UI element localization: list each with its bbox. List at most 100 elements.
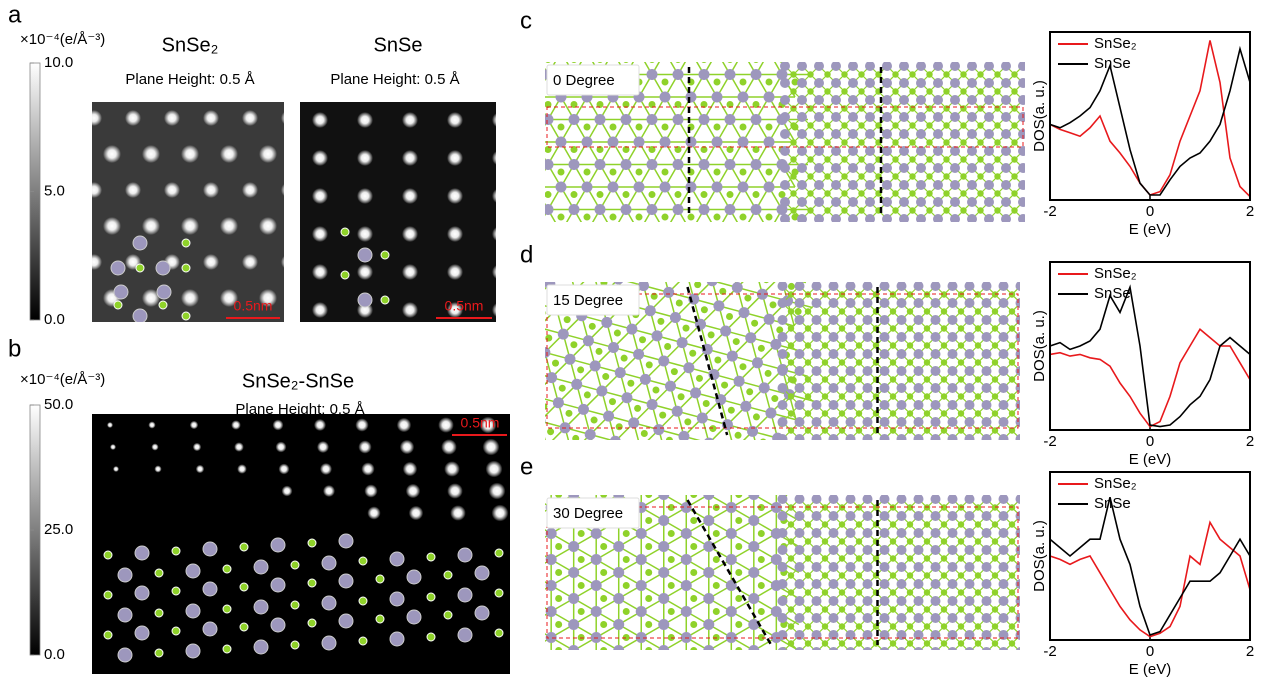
sn-atom bbox=[814, 61, 824, 71]
sn-atom bbox=[634, 182, 645, 193]
bond bbox=[731, 650, 754, 663]
se-atom bbox=[790, 122, 796, 128]
se-atom bbox=[824, 207, 830, 213]
sn-atom bbox=[764, 314, 775, 325]
se-atom bbox=[1026, 657, 1032, 663]
sn-atom bbox=[738, 91, 749, 102]
se-atom bbox=[890, 308, 896, 314]
sn-atom bbox=[814, 129, 824, 139]
se-atom bbox=[578, 608, 585, 615]
se-atom bbox=[975, 572, 981, 578]
bond bbox=[817, 652, 834, 669]
bond bbox=[987, 652, 1004, 669]
density-peak bbox=[492, 264, 508, 280]
bond bbox=[885, 652, 902, 669]
se-atom bbox=[766, 464, 773, 471]
sn-atom bbox=[950, 214, 960, 224]
sn-atom bbox=[568, 567, 579, 578]
sn-atom bbox=[795, 281, 805, 291]
colorbar-tick-label: 10.0 bbox=[44, 54, 73, 71]
se-atom bbox=[807, 190, 813, 196]
se-atom bbox=[740, 169, 747, 176]
se-atom bbox=[552, 360, 559, 367]
sn-atom bbox=[863, 434, 873, 444]
sn-atom bbox=[999, 511, 1009, 521]
sn-atom bbox=[339, 614, 353, 628]
sn-atom bbox=[914, 596, 924, 606]
sn-atom bbox=[984, 95, 994, 105]
x-axis-label: E (eV) bbox=[1129, 221, 1172, 238]
se-atom bbox=[856, 308, 862, 314]
sn-atom bbox=[914, 647, 924, 657]
bond bbox=[1023, 185, 1040, 202]
se-atom bbox=[600, 647, 607, 654]
sn-atom bbox=[982, 281, 992, 291]
se-atom bbox=[909, 71, 915, 77]
dos-line bbox=[1050, 497, 1250, 635]
density-peak bbox=[279, 464, 290, 475]
se-atom bbox=[223, 565, 231, 573]
density-peak bbox=[151, 443, 158, 450]
sn-atom bbox=[157, 285, 171, 299]
bond bbox=[776, 663, 799, 676]
sn-atom bbox=[558, 329, 569, 340]
sn-atom bbox=[795, 434, 805, 444]
se-atom bbox=[788, 555, 794, 561]
density-peak bbox=[154, 465, 161, 472]
sn-atom bbox=[797, 129, 807, 139]
sn-atom bbox=[712, 46, 723, 57]
sn-atom bbox=[880, 596, 890, 606]
se-atom bbox=[839, 589, 845, 595]
se-atom bbox=[555, 595, 562, 602]
map-title: SnSe₂ bbox=[162, 34, 219, 56]
se-atom bbox=[890, 538, 896, 544]
se-atom bbox=[924, 410, 930, 416]
se-atom bbox=[763, 276, 770, 283]
sn-atom bbox=[703, 489, 714, 500]
se-atom bbox=[779, 191, 786, 198]
se-atom bbox=[744, 295, 751, 302]
sn-atom bbox=[831, 95, 841, 105]
sn-atom bbox=[670, 312, 681, 323]
sn-atom bbox=[677, 337, 688, 348]
bond bbox=[709, 443, 734, 450]
sn-atom bbox=[814, 180, 824, 190]
se-atom bbox=[992, 359, 998, 365]
sn-atom bbox=[914, 562, 924, 572]
x-tick-label: -2 bbox=[1043, 203, 1056, 220]
se-atom bbox=[994, 173, 1000, 179]
se-atom bbox=[591, 417, 598, 424]
bond bbox=[664, 650, 687, 663]
se-atom bbox=[578, 530, 585, 537]
sn-atom bbox=[812, 366, 822, 376]
bond bbox=[522, 97, 535, 120]
se-atom bbox=[822, 521, 828, 527]
bond bbox=[834, 439, 851, 456]
se-atom bbox=[839, 640, 845, 646]
sn-atom bbox=[686, 137, 697, 148]
sn-atom bbox=[339, 574, 353, 588]
se-atom bbox=[558, 169, 565, 176]
sn-atom bbox=[1016, 545, 1026, 555]
sn-atom bbox=[748, 541, 759, 552]
sn-atom bbox=[673, 114, 684, 125]
se-atom bbox=[805, 538, 811, 544]
sn-atom bbox=[863, 281, 873, 291]
sn-atom bbox=[933, 197, 943, 207]
se-atom bbox=[975, 342, 981, 348]
sn-atom bbox=[613, 619, 624, 630]
se-atom bbox=[1028, 207, 1034, 213]
sn-atom bbox=[118, 608, 132, 622]
sn-atom bbox=[778, 366, 788, 376]
bond bbox=[574, 650, 597, 663]
bond bbox=[919, 439, 936, 456]
se-atom bbox=[376, 615, 384, 623]
bond bbox=[640, 448, 665, 455]
se-atom bbox=[958, 657, 964, 663]
sn-atom bbox=[530, 182, 541, 193]
se-atom bbox=[941, 410, 947, 416]
sn-atom bbox=[1016, 434, 1026, 444]
sn-atom bbox=[965, 434, 975, 444]
sn-atom bbox=[863, 596, 873, 606]
se-atom bbox=[992, 606, 998, 612]
